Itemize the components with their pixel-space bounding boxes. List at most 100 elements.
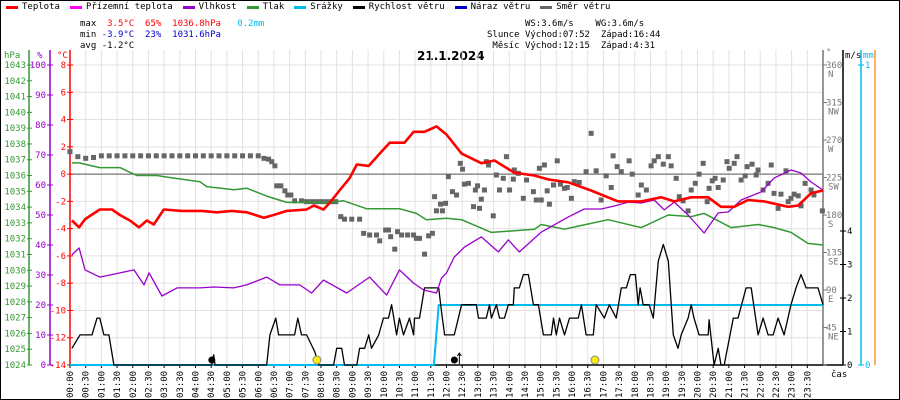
wind-direction-point	[288, 192, 294, 198]
legend-swatch	[352, 5, 365, 9]
wind-direction-point	[808, 187, 814, 193]
x-tick-label: 03:30	[176, 371, 186, 398]
wind-direction-point	[576, 180, 582, 185]
wind-direction-point	[765, 180, 771, 186]
wind-direction-point	[461, 181, 467, 187]
wind-direction-point	[413, 235, 419, 241]
wind-direction-point	[706, 185, 712, 191]
wind-direction-point	[692, 180, 698, 186]
wind-direction-point	[593, 168, 599, 174]
x-tick-label: 15:00	[537, 371, 547, 398]
sunrise: Východ:07:52	[524, 30, 590, 40]
pressure-tick-label: 1027	[4, 314, 26, 324]
x-axis-label: čas	[831, 369, 847, 380]
temperature-tick-label: -4	[55, 225, 66, 235]
temperature-tick-label: 2	[61, 143, 66, 153]
wind-direction-point	[568, 195, 574, 201]
legend-item-naraz-vetru[interactable]: Náraz větru	[454, 2, 530, 12]
x-tick-label: 13:30	[490, 371, 500, 398]
wind-direction-point	[486, 162, 492, 168]
x-tick-label: 23:30	[803, 371, 813, 398]
wind-direction-point	[755, 167, 761, 173]
wind-direction-point	[83, 155, 89, 161]
temperature-tick-label: -10	[50, 306, 66, 316]
wind-direction-point	[153, 153, 159, 159]
pressure-tick-label: 1024	[4, 361, 26, 371]
temperature-unit-label: °C	[57, 51, 68, 61]
wind-direction-point	[768, 162, 774, 168]
moonrise: Východ:12:15	[524, 41, 590, 51]
x-tick-label: 16:30	[584, 371, 594, 398]
x-tick-label: 09:30	[364, 371, 374, 398]
chart-title: 21.1.2024	[417, 49, 485, 63]
humidity-tick-label: 90	[35, 91, 46, 101]
wind-direction-point	[299, 198, 305, 204]
direction-compass-label: SE	[828, 258, 839, 268]
legend-label: Přízemní teplota	[85, 2, 173, 12]
wind-direction-point	[98, 153, 104, 159]
legend-label: Směr větru	[556, 2, 611, 12]
legend-item-teplota[interactable]: Teplota	[6, 2, 60, 12]
legend-item-srazky[interactable]: Srážky	[294, 2, 343, 12]
wind-direction-point	[232, 153, 238, 159]
series-line-vlhkost	[71, 169, 824, 297]
wind-direction-point	[557, 181, 563, 187]
legend-item-prizemni-teplota[interactable]: Přízemní teplota	[69, 2, 173, 12]
wind-direction-point	[588, 130, 594, 136]
direction-tick-label: 315	[826, 99, 842, 109]
wind-direction-point	[685, 208, 691, 214]
wind-direction-point	[399, 232, 405, 238]
wind-direction-point	[819, 208, 825, 214]
pressure-tick-label: 1037	[4, 156, 26, 166]
wind-direction-point	[561, 185, 567, 191]
wind-direction-point	[269, 159, 275, 165]
x-tick-label: 08:00	[317, 371, 327, 398]
direction-compass-label: SW	[828, 183, 839, 193]
legend-label: Srážky	[310, 2, 343, 12]
x-tick-label: 01:30	[113, 371, 123, 398]
pressure-tick-label: 1041	[4, 93, 26, 103]
x-tick-label: 23:00	[788, 371, 798, 398]
x-tick-label: 17:30	[615, 371, 625, 398]
wind-direction-point	[648, 163, 654, 169]
x-tick-label: 19:30	[678, 371, 688, 398]
wind-direction-point	[106, 153, 112, 159]
wind-direction-point	[122, 153, 128, 159]
wind-direction-point	[161, 153, 167, 159]
wind-direction-point	[449, 189, 455, 195]
wind-direction-point	[426, 233, 432, 239]
wind-direction-point	[383, 227, 389, 233]
pressure-tick-label: 1042	[4, 77, 26, 87]
wind-direction-point	[785, 199, 791, 205]
direction-compass-label: S	[828, 220, 833, 230]
series-line-tlak	[71, 162, 824, 246]
x-tick-label: 15:30	[552, 371, 562, 398]
x-tick-label: 06:30	[270, 371, 280, 398]
legend-item-rychlost-vetru[interactable]: Rychlost větru	[352, 2, 445, 12]
pressure-tick-label: 1035	[4, 187, 26, 197]
x-tick-label: 14:30	[521, 371, 531, 398]
wind-direction-point	[660, 161, 666, 167]
x-tick-label: 22:00	[756, 371, 766, 398]
wind-direction-point	[422, 251, 428, 257]
wind-direction-point	[603, 173, 609, 179]
wind-direction-point	[282, 188, 288, 194]
wind-direction-point	[564, 185, 570, 190]
pressure-tick-label: 1031	[4, 250, 26, 260]
direction-tick-label: 360	[826, 61, 842, 71]
wind-direction-point	[460, 166, 466, 172]
legend-swatch	[182, 5, 195, 9]
wind-direction-point	[361, 230, 367, 236]
wind-direction-point	[676, 194, 682, 200]
wind-direction-point	[614, 164, 620, 170]
legend-item-smer-vetru[interactable]: Směr větru	[540, 2, 610, 12]
wind-direction-point	[608, 185, 614, 190]
legend-label: Rychlost větru	[368, 2, 445, 12]
wind-direction-point	[680, 198, 686, 204]
wind-speed-readout: WS:3.6m/s	[524, 19, 574, 29]
legend-item-tlak[interactable]: Tlak	[246, 2, 284, 12]
wind-direction-point	[583, 169, 589, 175]
rain-tick-label: 1	[865, 61, 870, 71]
legend-item-vlhkost[interactable]: Vlhkost	[182, 2, 237, 12]
temperature-tick-label: 8	[61, 61, 66, 71]
